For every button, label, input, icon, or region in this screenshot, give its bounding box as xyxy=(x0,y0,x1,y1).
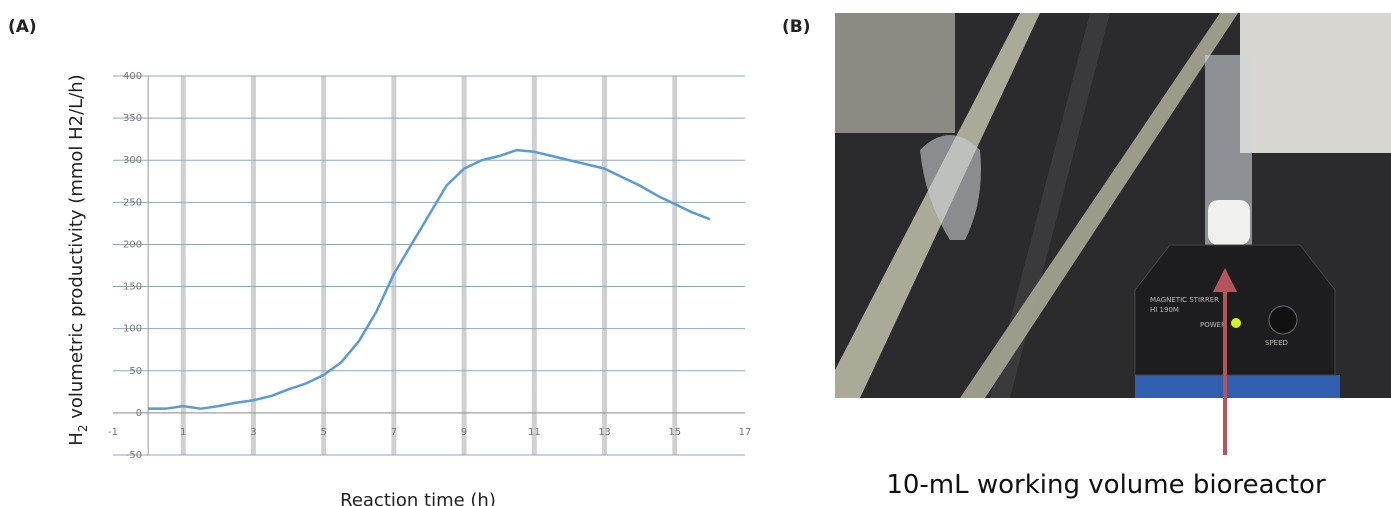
photo-flask xyxy=(920,135,981,240)
photo-wall xyxy=(1240,13,1391,153)
photo-text: POWER xyxy=(1200,321,1226,329)
y-axis-title-part: volumetric productivity (mmol H2/L/h) xyxy=(66,74,87,424)
photo-stirrer xyxy=(1134,244,1336,376)
photo-liquid xyxy=(1208,200,1250,245)
photo-base xyxy=(1135,375,1340,398)
photo-cable xyxy=(990,13,1110,398)
x-tick-label: 9 xyxy=(461,427,467,438)
y-tick-label: 100 xyxy=(123,324,142,335)
y-tick-label: -50 xyxy=(126,450,142,461)
x-tick-label: 5 xyxy=(320,427,326,438)
panel-label: (A) xyxy=(8,17,37,37)
x-tick-label: 13 xyxy=(598,427,611,438)
photo-text: MAGNETIC STIRRER xyxy=(1150,296,1219,304)
y-tick-label: 150 xyxy=(123,282,142,293)
panel-label: (B) xyxy=(782,17,811,37)
y-tick-label: 300 xyxy=(123,155,142,166)
x-tick-label: 11 xyxy=(528,427,541,438)
photo-tube xyxy=(960,13,1238,398)
y-tick-label: 350 xyxy=(123,113,142,124)
x-tick-label: 3 xyxy=(250,427,256,438)
data-line xyxy=(148,148,711,410)
photo-text: SPEED xyxy=(1265,339,1288,347)
photo-light xyxy=(1231,318,1241,328)
plot: -50050100150200250300350400-113579111315… xyxy=(108,71,751,461)
x-tick-label: 1 xyxy=(180,427,186,438)
caption: 10-mL working volume bioreactor xyxy=(886,470,1326,500)
photo-knob xyxy=(1268,305,1298,335)
y-axis-title-sub: 2 xyxy=(76,425,90,433)
y-tick-label: 50 xyxy=(129,366,142,377)
y-axis-title: H2 volumetric productivity (mmol H2/L/h) xyxy=(66,74,90,445)
y-tick-label: 400 xyxy=(123,71,142,82)
y-tick-label: 200 xyxy=(123,239,142,250)
x-tick-label: -1 xyxy=(108,427,118,438)
x-axis-title: Reaction time (h) xyxy=(340,490,496,506)
photo: MAGNETIC STIRRER HI 190M POWER SPEED xyxy=(835,13,1391,398)
arrow-head xyxy=(1213,268,1237,292)
x-tick-label: 17 xyxy=(739,427,752,438)
photo-text: HI 190M xyxy=(1150,306,1179,314)
x-tick-label: 7 xyxy=(391,427,397,438)
y-tick-label: 250 xyxy=(123,197,142,208)
x-tick-label: 15 xyxy=(668,427,681,438)
photo-equipment xyxy=(835,13,955,133)
y-axis-title-part: H xyxy=(66,432,87,446)
